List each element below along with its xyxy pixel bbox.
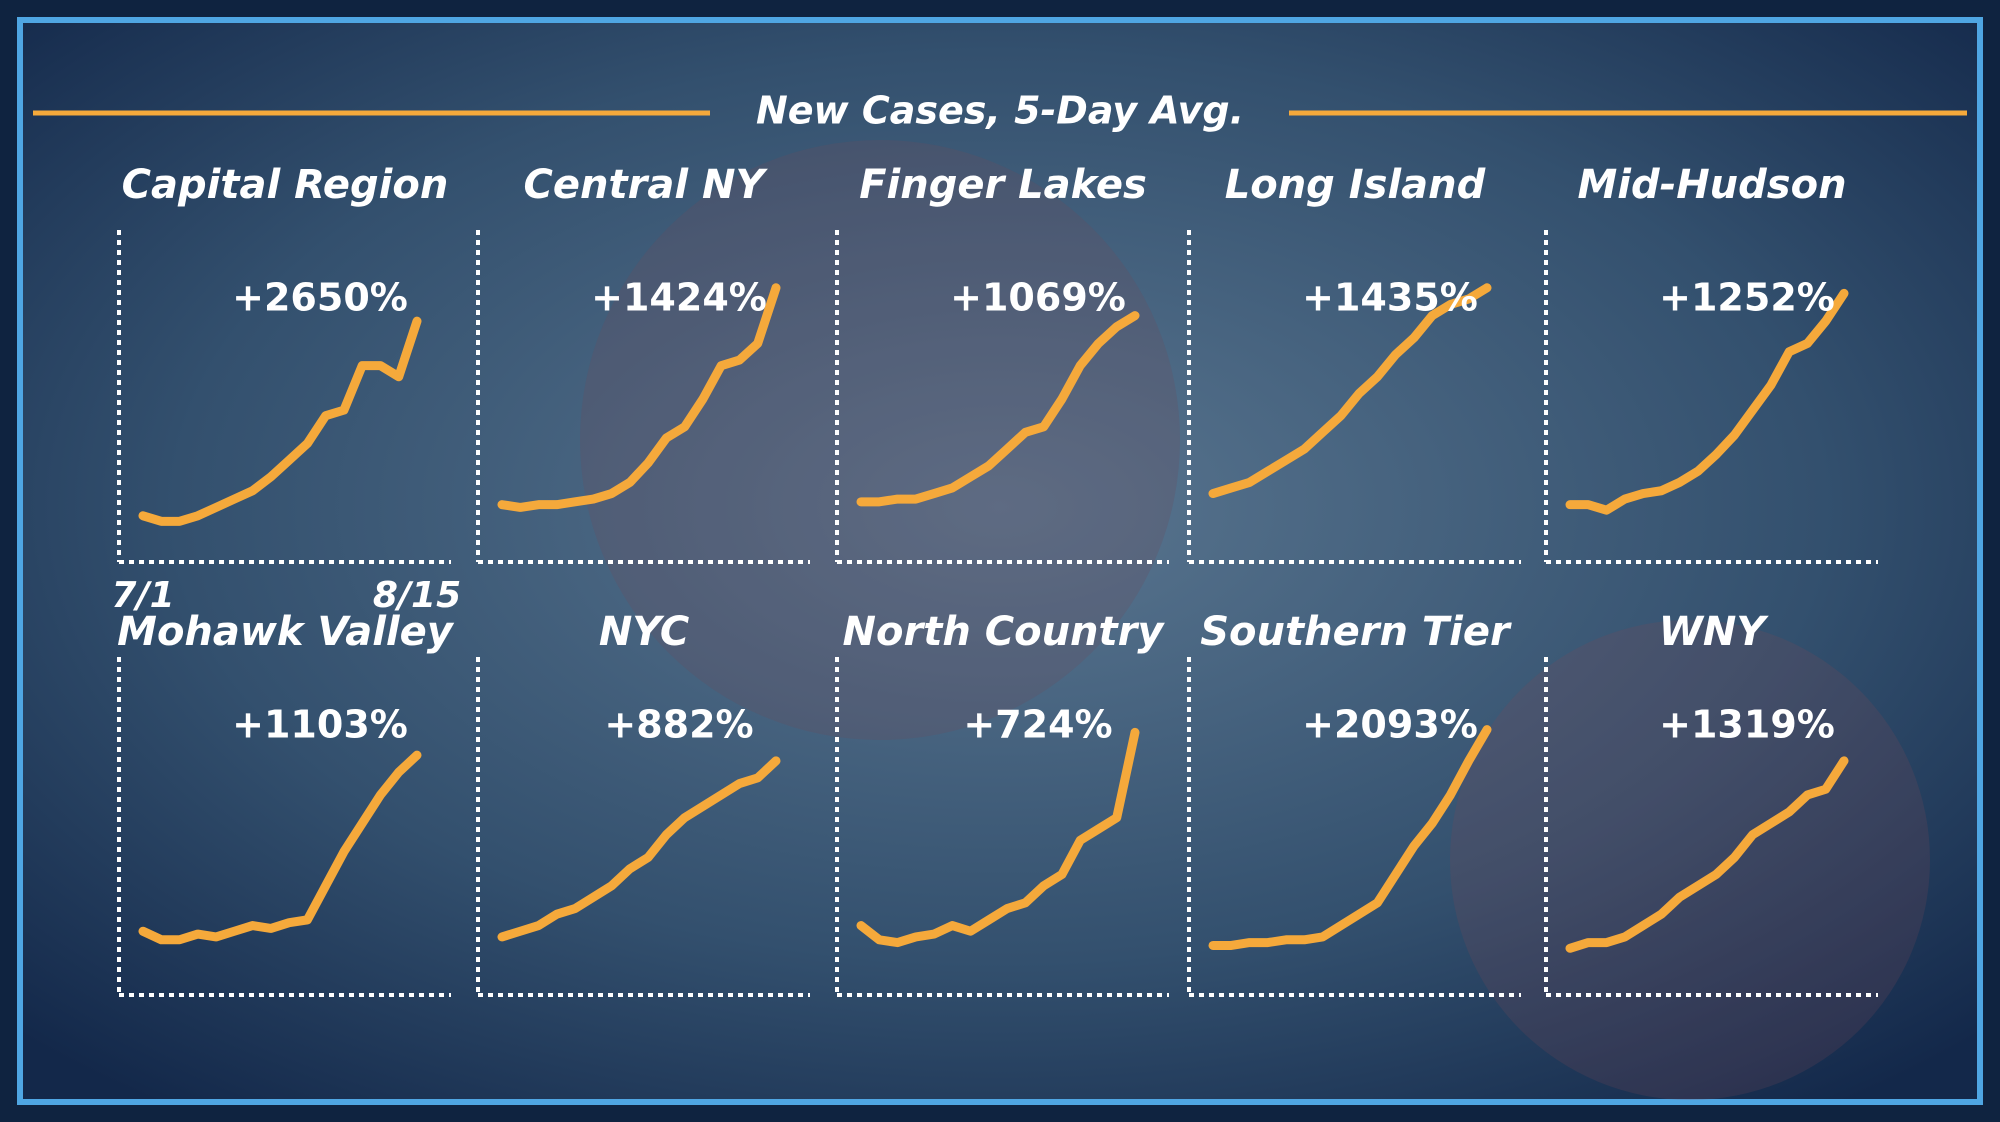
change-label: +1252% bbox=[1659, 276, 1835, 320]
trend-line bbox=[1208, 283, 1492, 499]
panel-title: NYC bbox=[599, 609, 689, 655]
change-label: +1069% bbox=[950, 276, 1126, 320]
background-virus bbox=[1450, 620, 1930, 1100]
trend-line bbox=[1208, 725, 1492, 950]
panel-title: North Country bbox=[843, 609, 1166, 655]
panel-title: Mid-Hudson bbox=[1577, 162, 1846, 208]
change-label: +2093% bbox=[1302, 703, 1478, 747]
trend-line bbox=[497, 283, 781, 512]
background-virus bbox=[580, 140, 1180, 740]
chart-title: New Cases, 5-Day Avg. bbox=[756, 89, 1244, 133]
change-label: +1103% bbox=[232, 703, 408, 747]
change-label: +1424% bbox=[591, 276, 767, 320]
change-label: +882% bbox=[604, 703, 753, 747]
trend-line bbox=[856, 311, 1140, 507]
change-label: +1319% bbox=[1659, 703, 1835, 747]
panel-title: Finger Lakes bbox=[859, 162, 1147, 208]
panel-title: Long Island bbox=[1225, 162, 1486, 208]
x-tick-label: 7/1 bbox=[111, 575, 174, 616]
panel-title: WNY bbox=[1659, 609, 1770, 655]
panel-title: Capital Region bbox=[122, 162, 449, 208]
panel-title: Central NY bbox=[524, 162, 769, 208]
trend-line bbox=[856, 727, 1140, 948]
trend-line bbox=[1565, 288, 1849, 515]
change-label: +1435% bbox=[1302, 276, 1478, 320]
panel-title: Southern Tier bbox=[1200, 609, 1512, 655]
panel-title: Mohawk Valley bbox=[117, 609, 455, 655]
trend-line bbox=[1565, 756, 1849, 953]
x-tick-label: 8/15 bbox=[373, 575, 461, 616]
trend-line bbox=[497, 756, 781, 942]
trend-line bbox=[138, 316, 422, 526]
change-label: +2650% bbox=[232, 276, 408, 320]
trend-line bbox=[138, 750, 422, 945]
change-label: +724% bbox=[963, 703, 1112, 747]
